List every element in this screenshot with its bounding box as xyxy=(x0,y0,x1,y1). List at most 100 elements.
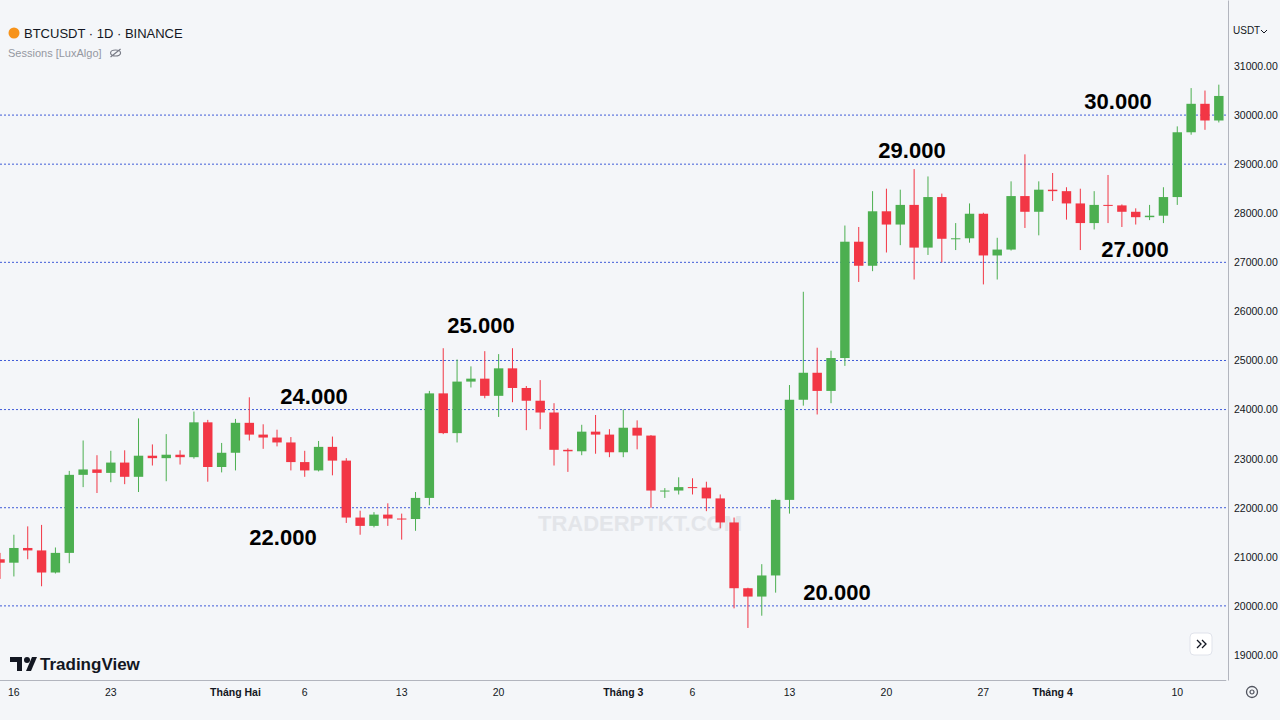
settings-icon[interactable] xyxy=(1247,687,1258,698)
candle-body xyxy=(1062,191,1071,203)
x-tick: 20 xyxy=(881,680,893,698)
candle xyxy=(1186,88,1195,135)
candle-body xyxy=(1145,216,1154,217)
candle-wick xyxy=(1052,173,1053,201)
candle-body xyxy=(342,461,351,518)
candle-body xyxy=(508,368,517,388)
candle xyxy=(951,223,960,250)
x-tick: 6 xyxy=(302,680,308,698)
candle-wick xyxy=(96,455,97,493)
x-tick: 6 xyxy=(690,680,696,698)
candle-wick xyxy=(27,526,28,559)
level-line xyxy=(0,507,1228,508)
candle-body xyxy=(480,379,489,396)
candle xyxy=(1076,189,1085,250)
y-tick: 21000.00 xyxy=(1228,551,1278,563)
scroll-button[interactable] xyxy=(1190,633,1212,655)
candles xyxy=(0,85,1224,628)
candle-body xyxy=(757,575,766,596)
candle-body xyxy=(729,522,738,588)
level-label: 25.000 xyxy=(447,313,514,338)
x-tick-label: 13 xyxy=(784,686,796,698)
candle-body xyxy=(0,559,5,562)
x-tick-label: 13 xyxy=(396,686,408,698)
candle-body xyxy=(1006,196,1015,249)
candle xyxy=(1173,126,1182,205)
candle-body xyxy=(425,393,434,498)
candle xyxy=(1159,187,1168,223)
candle-body xyxy=(314,447,323,471)
candle-wick xyxy=(180,450,181,464)
candle-body xyxy=(1034,190,1043,212)
candle xyxy=(646,435,655,508)
candle-wick xyxy=(955,223,956,250)
y-tick: 25000.00 xyxy=(1228,354,1278,366)
candle-body xyxy=(217,453,226,467)
candle xyxy=(466,366,475,387)
candle xyxy=(134,418,143,492)
candle xyxy=(702,482,711,511)
plot-area xyxy=(0,85,1228,628)
y-tick: 29000.00 xyxy=(1228,158,1278,170)
brand-logo xyxy=(10,657,37,671)
y-tick: 24000.00 xyxy=(1228,403,1278,415)
candle-body xyxy=(882,211,891,224)
candle xyxy=(993,238,1002,280)
candle xyxy=(425,391,434,505)
candle xyxy=(383,503,392,526)
y-tick: 22000.00 xyxy=(1228,502,1278,514)
hide-icon xyxy=(111,49,121,57)
candle-wick xyxy=(1108,175,1109,223)
x-tick: 10 xyxy=(1171,680,1183,698)
y-tick-label: 24000.00 xyxy=(1234,403,1278,415)
x-tick-label: 6 xyxy=(690,686,696,698)
candle xyxy=(522,386,531,430)
candle xyxy=(9,535,18,577)
candle-body xyxy=(148,456,157,458)
candle-body xyxy=(1159,197,1168,216)
candle xyxy=(342,458,351,523)
candle xyxy=(508,348,517,402)
candle-body xyxy=(549,413,558,450)
candle-body xyxy=(688,487,697,488)
symbol-icon xyxy=(9,28,20,39)
candle-body xyxy=(51,553,60,573)
candle-wick xyxy=(567,448,568,472)
candle-body xyxy=(799,373,808,400)
candle-body xyxy=(785,400,794,500)
candle xyxy=(840,226,849,366)
candle-body xyxy=(1048,190,1057,191)
candle-body xyxy=(272,438,281,443)
candle xyxy=(369,512,378,527)
candle xyxy=(882,189,891,253)
background xyxy=(0,0,1280,720)
candle xyxy=(314,441,323,471)
candle xyxy=(411,492,420,531)
candle xyxy=(619,410,628,458)
candle xyxy=(1062,187,1071,219)
level-label: 27.000 xyxy=(1101,237,1168,262)
candle xyxy=(37,525,46,586)
candle-body xyxy=(965,214,974,239)
candle-body xyxy=(189,422,198,457)
candle xyxy=(605,429,614,457)
candle-body xyxy=(674,487,683,490)
candle xyxy=(272,430,281,447)
candle-body xyxy=(65,475,74,553)
candle xyxy=(660,488,669,498)
candle-body xyxy=(1020,196,1029,212)
y-tick: 31000.00 xyxy=(1228,60,1278,72)
candle-body xyxy=(826,358,835,391)
y-tick-label: 20000.00 xyxy=(1234,600,1278,612)
candle-body xyxy=(1131,212,1140,217)
candle xyxy=(397,514,406,540)
candle xyxy=(1214,85,1223,123)
y-tick-label: 29000.00 xyxy=(1234,158,1278,170)
currency-caret xyxy=(1261,30,1267,33)
candle xyxy=(757,564,766,616)
y-tick-label: 25000.00 xyxy=(1234,354,1278,366)
x-tick-label: 23 xyxy=(105,686,117,698)
candle xyxy=(688,478,697,494)
y-tick-label: 27000.00 xyxy=(1234,256,1278,268)
candle-wick xyxy=(997,238,998,280)
